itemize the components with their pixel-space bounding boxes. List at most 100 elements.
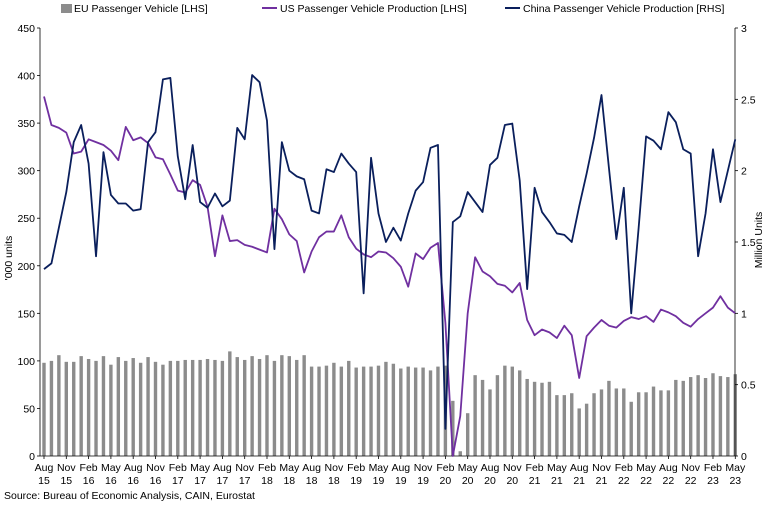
bar-eu	[376, 365, 381, 456]
x-tick-label-year: 22	[618, 475, 630, 487]
x-tick-label-year: 19	[395, 475, 407, 487]
bar-eu	[131, 358, 135, 456]
x-tick-label-year: 19	[417, 475, 429, 487]
bar-eu	[109, 364, 113, 456]
bar-eu	[421, 367, 425, 456]
bar-eu	[532, 381, 537, 456]
y-right-tick-label: 1.5	[741, 237, 756, 249]
x-tick-label-month: Feb	[347, 462, 365, 474]
x-tick-label-year: 17	[217, 475, 229, 487]
x-tick-label-month: May	[369, 462, 390, 474]
bar-eu	[614, 388, 619, 456]
x-tick-label-month: Nov	[414, 462, 433, 474]
bar-eu	[332, 362, 336, 456]
bar-eu	[198, 359, 202, 456]
bar-eu	[436, 366, 440, 456]
x-tick-label-year: 21	[529, 475, 541, 487]
bar-eu	[317, 366, 321, 456]
bar-eu	[473, 375, 477, 456]
x-tick-label-month: May	[458, 462, 479, 474]
bar-eu	[272, 360, 277, 456]
bar-eu	[696, 375, 700, 456]
x-tick-label-year: 19	[350, 475, 362, 487]
y-axis-right-label: Million Units	[753, 212, 765, 269]
bar-eu	[64, 361, 68, 456]
x-tick-label-year: 20	[506, 475, 518, 487]
x-tick-label-year: 17	[194, 475, 206, 487]
x-tick-label-year: 18	[306, 475, 318, 487]
y-left-tick-label: 50	[23, 403, 35, 415]
bar-eu	[49, 360, 54, 456]
series-lines	[43, 74, 737, 457]
x-tick-label-year: 16	[127, 475, 139, 487]
x-tick-label-month: Nov	[503, 462, 522, 474]
bar-eu	[42, 362, 46, 456]
bar-eu	[562, 395, 567, 456]
bar-eu	[465, 413, 470, 456]
bar-eu	[324, 365, 329, 456]
y-left-tick-label: 400	[17, 71, 35, 83]
y-left-tick-label: 150	[17, 308, 35, 320]
bar-eu	[629, 401, 633, 456]
bar-eu	[190, 359, 195, 456]
bar-eu	[138, 362, 143, 456]
bar-eu	[347, 360, 351, 456]
bar-eu	[718, 376, 723, 456]
bar-eu	[205, 358, 210, 456]
bar-eu	[622, 388, 626, 456]
x-tick-label-month: Aug	[35, 462, 54, 474]
bar-eu	[361, 366, 366, 456]
x-tick-label-year: 21	[573, 475, 585, 487]
bar-eu	[599, 389, 604, 456]
x-tick-label-month: Aug	[481, 462, 500, 474]
bar-eu	[94, 360, 98, 456]
bar-eu	[146, 357, 150, 456]
x-tick-label-month: Nov	[235, 462, 254, 474]
x-tick-label-year: 20	[462, 475, 474, 487]
bar-eu	[79, 356, 83, 456]
x-tick-label-month: Feb	[169, 462, 187, 474]
y-left-tick-label: 100	[17, 356, 35, 368]
legend: EU Passenger Vehicle [LHS] US Passenger …	[61, 3, 724, 15]
bar-eu	[726, 377, 730, 456]
bar-eu	[703, 378, 708, 456]
x-tick-label-month: May	[547, 462, 568, 474]
bar-eu	[518, 370, 522, 456]
bar-eu	[86, 358, 91, 456]
legend-us-label: US Passenger Vehicle Production [LHS]	[280, 3, 467, 15]
bar-eu	[354, 367, 358, 456]
x-tick-label-year: 17	[172, 475, 184, 487]
x-tick-label-year: 16	[83, 475, 95, 487]
bar-eu	[101, 356, 106, 456]
x-tick-label-month: May	[725, 462, 746, 474]
x-tick-label-month: Feb	[258, 462, 276, 474]
bar-eu	[309, 366, 314, 456]
bar-eu	[666, 390, 671, 456]
bar-eu	[659, 390, 663, 456]
bar-eu	[57, 355, 61, 456]
y-left-tick-label: 0	[29, 451, 35, 463]
x-tick-label-month: Nov	[57, 462, 76, 474]
x-tick-label-year: 21	[596, 475, 608, 487]
bar-eu	[592, 393, 596, 456]
x-tick-label-year: 20	[484, 475, 496, 487]
bar-eu	[413, 367, 418, 456]
eu-bars	[42, 351, 737, 456]
x-tick-label-month: Feb	[704, 462, 722, 474]
x-tick-label-year: 16	[105, 475, 117, 487]
bar-eu	[555, 395, 559, 456]
x-tick-label-year: 23	[707, 475, 719, 487]
bar-eu	[124, 360, 128, 456]
x-tick-label-year: 21	[551, 475, 563, 487]
bar-eu	[243, 359, 247, 456]
x-tick-label-month: May	[279, 462, 300, 474]
x-tick-label-month: Feb	[80, 462, 98, 474]
legend-china-label: China Passenger Vehicle Production [RHS]	[523, 3, 724, 15]
bar-eu	[116, 357, 121, 456]
x-tick-label-year: 18	[283, 475, 295, 487]
bar-eu	[302, 355, 306, 456]
bar-eu	[688, 377, 693, 456]
bar-eu	[257, 358, 262, 456]
bar-eu	[161, 364, 165, 456]
y-left-tick-label: 300	[17, 166, 35, 178]
